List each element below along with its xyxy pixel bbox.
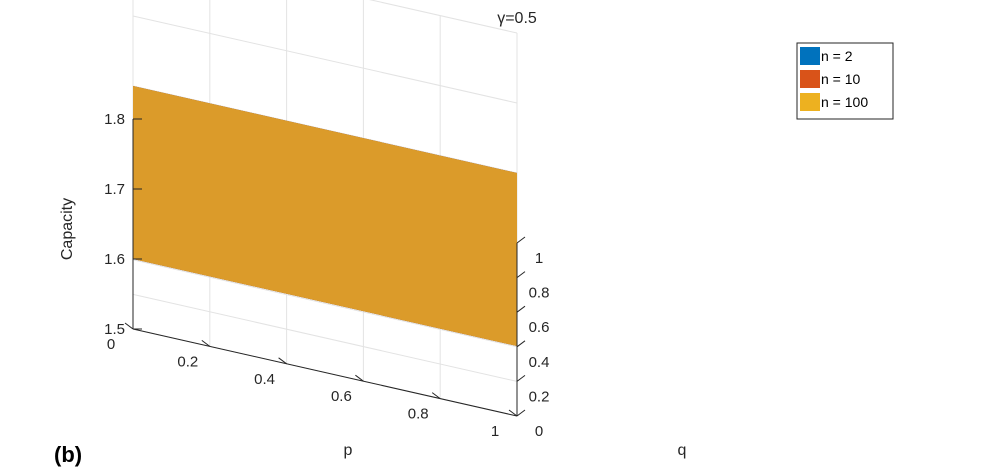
y-axis-label: q [678,442,687,459]
grid-wall-z [132,15,518,104]
legend: n = 2 n = 10 n = 100 [796,42,894,120]
p-tick-mark [278,357,287,365]
q-tick-mark [516,340,526,348]
z-tick-label: 1.7 [104,181,125,198]
p-tick-label: 0 [107,336,115,353]
q-tick-label: 1 [535,250,543,267]
q-tick-label: 0.4 [529,354,550,371]
surface-layer [133,86,517,346]
tick-labels: 0 0.2 0.4 0.6 0.8 1 0 0.2 0.4 0.6 0.8 1 1.5 1.6 1.7 1.8 [104,111,549,440]
z-axis-label: Capacity [59,198,76,260]
p-tick-mark [201,339,211,347]
q-tick-label: 0.2 [529,388,550,405]
grid-wall-z [369,0,518,34]
panel-label: (b) [54,442,82,467]
q-tick-mark [516,236,526,244]
p-tick-label: 0.6 [331,388,352,405]
p-tick-label: 0.8 [408,406,429,423]
legend-swatch [800,70,820,88]
p-tick-mark [355,374,364,382]
p-tick-mark [124,322,134,330]
legend-swatch [800,93,820,111]
p-tick-label: 0.2 [177,353,198,370]
legend-entry: n = 10 [821,71,861,87]
p-tick-mark [431,392,441,400]
q-tick-label: 0.6 [529,319,550,336]
z-tick-label: 1.8 [104,111,125,128]
surface-series-3 [133,86,517,346]
z-tick-label: 1.5 [104,321,125,338]
p-axis-line [132,328,518,417]
grid-floor-q [132,259,518,348]
z-tick-label: 1.6 [104,251,125,268]
p-tick-label: 0.4 [254,371,275,388]
grid-floor-q [132,293,518,382]
x-axis-label: p [344,442,353,459]
q-tick-mark [516,374,526,382]
q-tick-mark [516,271,526,279]
q-tick-mark [516,409,526,417]
axis-lines [132,119,518,417]
legend-swatch [800,47,820,65]
q-tick-label: 0 [535,423,543,440]
q-tick-label: 0.8 [529,285,550,302]
legend-entry: n = 2 [821,48,853,64]
chart-title: γ=0.5 [497,10,537,27]
legend-entry: n = 100 [821,94,868,110]
p-tick-mark [508,409,518,417]
p-tick-label: 1 [491,423,499,440]
q-tick-mark [516,305,526,313]
